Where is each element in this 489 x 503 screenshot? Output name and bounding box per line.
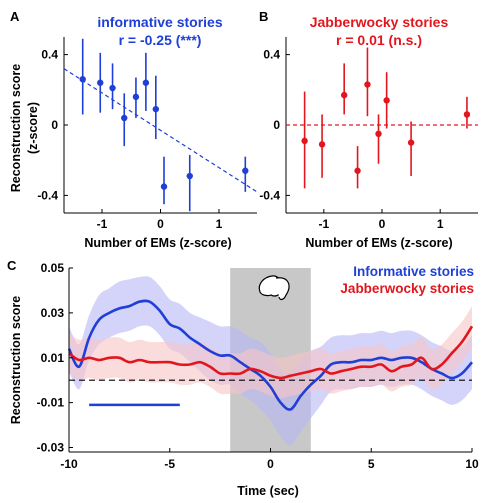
panel-c-xlabel: Time (sec)	[237, 484, 299, 498]
panel-c-xtick-label: 10	[465, 457, 479, 471]
panel-c-informative-line	[67, 299, 473, 411]
panel-b-point	[383, 97, 390, 104]
panel-a-point	[152, 105, 160, 113]
panel-a-subtitle: r = -0.25 (***)	[119, 32, 202, 48]
panel-c-ylabel: Reconstruction score	[9, 296, 23, 425]
panel-c-ytick-label: 0.01	[41, 351, 65, 365]
panel-a-ylabel: Reconstruction score	[9, 64, 23, 193]
panel-b-xtick-label: 1	[437, 217, 444, 231]
panel-c-ytick-label: 0.03	[41, 306, 65, 320]
panel-c-plot: 0.05 0.03 0.01 -0.01 -0.03 -10 -5 0 5 10	[37, 261, 479, 471]
panel-a-point	[109, 84, 116, 92]
panel-b-point	[340, 91, 348, 99]
panel-b-xtick-label: 0	[379, 217, 386, 231]
panel-a-title: informative stories	[97, 14, 222, 30]
panel-b-point	[407, 139, 415, 146]
panel-a-point	[186, 172, 193, 180]
panel-b-ytick-label: -0.4	[259, 188, 280, 202]
panel-b-point	[301, 137, 308, 145]
panel-c-jabberwocky-line	[68, 325, 474, 380]
panel-a-point	[97, 79, 104, 86]
panel-b-xtick-label: -1	[318, 217, 329, 231]
panel-b-plot: -0.4 0 0.4 -1 0 1	[259, 37, 478, 231]
panel-b-point	[364, 81, 371, 88]
panel-a-ytick-label: -0.4	[37, 188, 58, 202]
panel-a-ytick-label: 0.4	[41, 48, 58, 62]
panel-a-point	[242, 167, 249, 174]
panel-a-trend-line	[63, 68, 258, 193]
panel-a-plot: -0.4 0 0.4 -1 0 1	[37, 37, 258, 231]
panel-b-point	[463, 111, 471, 118]
panel-a-ytick-label: 0	[51, 118, 58, 132]
panel-b-letter: B	[259, 9, 268, 24]
panel-c-ytick-label: -0.01	[37, 396, 65, 410]
panel-a-xtick-label: -1	[97, 217, 108, 231]
panel-a-point	[142, 79, 150, 86]
panel-b-point	[318, 141, 326, 148]
brain-icon	[258, 275, 290, 301]
panel-b: B Jabberwocky stories r = 0.01 (n.s.) Nu…	[259, 9, 478, 250]
panel-a-point	[79, 76, 86, 83]
panel-c-ytick-label: 0.05	[41, 261, 65, 275]
panel-c-xtick-label: -5	[164, 457, 175, 471]
panel-b-point	[375, 130, 382, 137]
panel-c-xtick-label: -10	[60, 457, 78, 471]
panel-c: C Reconstruction score Time (sec) 0.050.…	[7, 258, 479, 498]
legend-jabberwocky: Jabberwocky stories	[340, 281, 474, 296]
panel-b-point	[354, 167, 361, 174]
panel-a-xtick-label: 0	[157, 217, 164, 231]
panel-a-ylabel-units: (z-score)	[26, 102, 40, 154]
panel-a: A informative stories r = -0.25 (***) Re…	[9, 9, 258, 250]
panel-b-xlabel: Number of EMs (z-score)	[305, 236, 452, 250]
panel-a-xlabel: Number of EMs (z-score)	[84, 236, 231, 250]
panel-c-ytick-label: -0.03	[37, 441, 65, 455]
panel-a-point	[121, 114, 128, 122]
panel-c-letter: C	[7, 258, 17, 273]
legend-informative: Informative stories	[353, 264, 474, 279]
panel-b-subtitle: r = 0.01 (n.s.)	[336, 32, 422, 48]
panel-b-ytick-label: 0	[273, 118, 280, 132]
panel-c-xtick-label: 5	[368, 457, 375, 471]
panel-a-xtick-label: 1	[216, 217, 223, 231]
panel-a-point	[160, 183, 168, 190]
panel-c-jabberwocky-confidence-band	[69, 306, 472, 399]
panel-a-point	[132, 93, 140, 101]
panel-b-ytick-label: 0.4	[263, 48, 280, 62]
panel-b-title: Jabberwocky stories	[310, 14, 449, 30]
panel-c-xtick-label: 0	[267, 457, 274, 471]
panel-a-letter: A	[10, 9, 20, 24]
